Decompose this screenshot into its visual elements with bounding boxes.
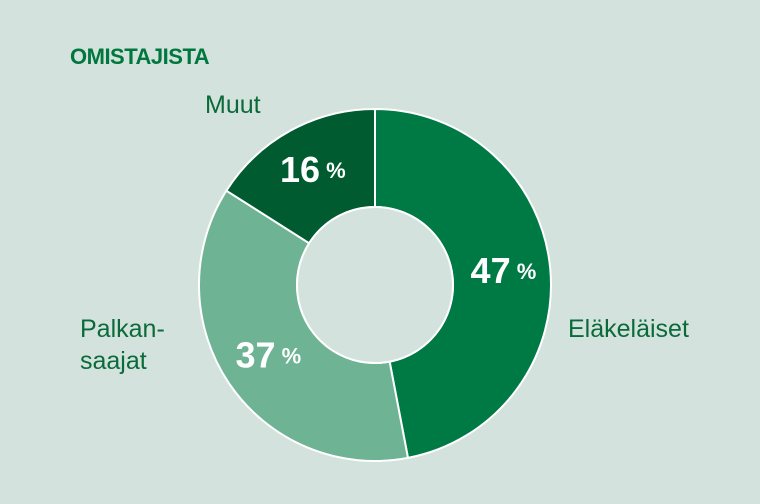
chart-title: OMISTAJISTA xyxy=(70,44,210,69)
value-label: 47 % xyxy=(471,249,537,290)
category-label: Eläkeläiset xyxy=(568,315,689,343)
value-label: 16 % xyxy=(280,148,346,189)
category-label: Palkan-saajat xyxy=(80,315,165,375)
donut-hole xyxy=(296,206,454,364)
category-label: Muut xyxy=(205,91,261,119)
value-label: 37 % xyxy=(235,334,301,375)
